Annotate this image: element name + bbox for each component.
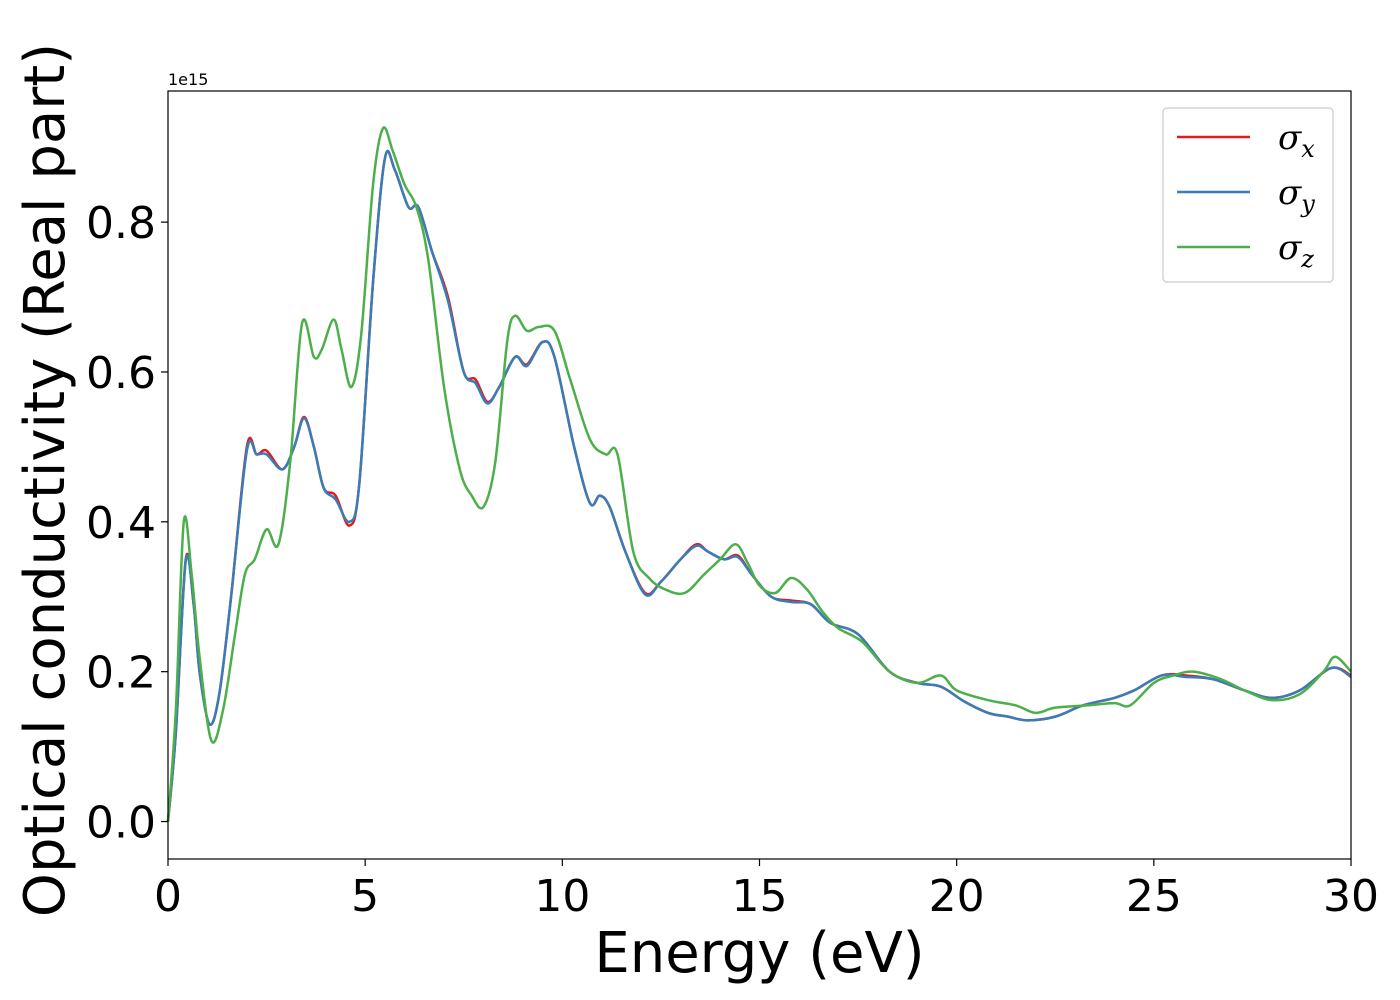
y-axis-ticks: 0.0 0.2 0.4 0.6 0.8 [86,198,168,849]
y-axis-title: Optical conductivity (Real part) [13,43,78,917]
series-line-z [166,126,1352,822]
x-tick-label: 15 [732,871,788,922]
x-tick-label: 30 [1323,871,1379,922]
y-tick-label: 0.0 [86,798,156,849]
x-tick-label: 10 [534,871,590,922]
x-tick-label: 5 [351,871,379,922]
x-tick-label: 20 [929,871,985,922]
x-tick-label: 0 [154,871,182,922]
x-axis-title: Energy (eV) [594,921,924,986]
legend-box [1162,107,1334,283]
x-axis-ticks: 0 5 10 15 20 25 30 [154,859,1379,922]
legend-label: σx [1278,118,1315,163]
y-tick-label: 0.4 [86,498,156,549]
y-tick-label: 0.8 [86,198,156,249]
y-tick-label: 0.2 [86,648,156,699]
series-layer [166,126,1352,822]
y-offset-label: 1e15 [168,70,208,89]
x-tick-label: 25 [1126,871,1182,922]
y-tick-label: 0.6 [86,348,156,399]
series-line-y [166,149,1352,822]
